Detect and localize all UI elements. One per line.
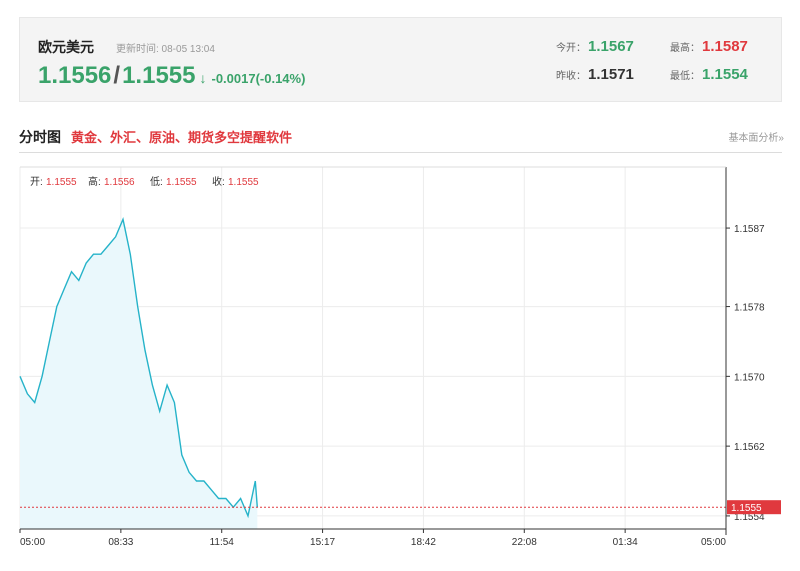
x-tick-label: 05:00 <box>20 537 45 548</box>
ohlc-open-label: 开: <box>30 177 43 188</box>
pair-name: 欧元美元 <box>38 39 94 55</box>
update-time: 更新时间: 08-05 13:04 <box>116 44 215 55</box>
stat-prev-close-label: 昨收： <box>556 71 586 82</box>
current-price-label: 1.1555 <box>731 503 762 514</box>
fundamentals-link[interactable]: 基本面分析» <box>728 133 784 144</box>
ohlc-low-label: 低: <box>150 175 163 188</box>
x-tick-label: 18:42 <box>411 537 436 548</box>
y-tick-label: 1.1587 <box>734 224 765 235</box>
price-line-series <box>19 216 258 519</box>
x-tick-label: 11:54 <box>210 537 235 548</box>
down-arrow-icon: ↓ <box>199 70 207 86</box>
section-title: 分时图 <box>19 129 61 145</box>
x-tick-label: 15:17 <box>310 537 335 548</box>
stat-high: 最高： 1.1587 <box>670 38 748 55</box>
ohlc-high-value: 1.1556 <box>104 177 135 188</box>
stat-prev-close: 昨收： 1.1571 <box>556 66 634 83</box>
bid-price: 1.1556 <box>38 62 112 89</box>
ohlc-close-label: 收: <box>212 175 225 188</box>
x-tick-label: 05:00 <box>701 537 726 548</box>
promo-link[interactable]: 黄金、外汇、原油、期货多空提醒软件 <box>71 130 293 145</box>
price-line: 1.1556/1.1555 ↓ -0.0017(-0.14%) <box>38 62 305 90</box>
x-tick-label: 22:08 <box>512 537 537 548</box>
price-area-fill <box>20 219 258 530</box>
ohlc-close-value: 1.1555 <box>228 177 259 188</box>
stat-open: 今开： 1.1567 <box>556 38 634 55</box>
ohlc-readout: 开: 1.1555 高: 1.1556 低: 1.1555 收: 1.1555 <box>30 175 259 188</box>
price-separator: / <box>113 62 121 89</box>
y-tick-label: 1.1554 <box>734 512 765 523</box>
stat-open-label: 今开： <box>556 43 586 54</box>
y-tick-label: 1.1578 <box>734 303 765 314</box>
ohlc-high-label: 高: <box>88 175 101 188</box>
x-axis-ticks: 05:00 08:33 11:54 15:17 18:42 22:08 01:34 05:00 <box>19 529 727 548</box>
stat-high-label: 最高： <box>670 43 700 54</box>
price-change: -0.0017(-0.14%) <box>211 71 306 86</box>
y-axis-ticks: 1.1587 1.1578 1.1570 1.1562 1.1554 <box>726 224 765 523</box>
stat-low-label: 最低： <box>670 71 700 82</box>
ohlc-open-value: 1.1555 <box>46 177 77 188</box>
x-tick-label: 08:33 <box>108 537 133 548</box>
quote-panel: 欧元美元 更新时间: 08-05 13:04 1.1556/1.1555 ↓ -0.… <box>19 17 782 102</box>
y-tick-label: 1.1570 <box>734 372 765 383</box>
stat-low: 最低： 1.1554 <box>670 66 748 83</box>
x-tick-label: 01:34 <box>613 537 638 548</box>
section-divider <box>19 152 782 153</box>
stat-prev-close-value: 1.1571 <box>588 66 634 83</box>
stat-high-value: 1.1587 <box>702 38 748 55</box>
current-price-box <box>727 500 781 515</box>
stat-open-value: 1.1567 <box>588 38 634 55</box>
ohlc-low-value: 1.1555 <box>166 177 197 188</box>
stat-low-value: 1.1554 <box>702 66 748 83</box>
ask-price: 1.1555 <box>122 62 196 89</box>
y-tick-label: 1.1562 <box>734 442 765 453</box>
